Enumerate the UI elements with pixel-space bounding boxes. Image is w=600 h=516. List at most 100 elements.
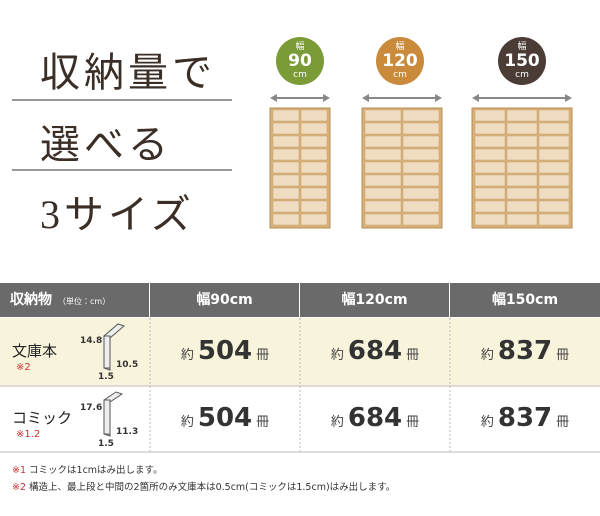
shelf-slot — [506, 148, 538, 161]
badge-unit: cm — [293, 70, 307, 80]
arrow-head — [435, 94, 442, 102]
shelf-slot — [506, 135, 538, 148]
arrow-head — [362, 94, 369, 102]
dim-thickness: 1.5 — [98, 439, 114, 449]
shelf-slot — [474, 187, 506, 200]
count-cell: 約 684 冊 — [300, 403, 450, 433]
shelf-slot — [364, 122, 402, 135]
header-cell: 幅120cm — [300, 283, 449, 317]
badge-label: 幅 — [295, 42, 305, 52]
shelf-slot — [506, 187, 538, 200]
item-name: コミック — [12, 409, 73, 427]
shelf-slot — [300, 135, 328, 148]
shelf-slot — [506, 161, 538, 174]
shelf-slot — [506, 122, 538, 135]
shelf-slot — [272, 148, 300, 161]
shelf-slot — [538, 122, 570, 135]
count-prefix: 約 — [180, 348, 194, 363]
count-cell: 約 837 冊 — [450, 403, 600, 433]
dim-depth: 11.3 — [116, 427, 139, 437]
count-suffix: 冊 — [556, 348, 570, 363]
badge-width: 150 — [504, 51, 540, 71]
count-suffix: 冊 — [256, 348, 270, 363]
header-cell: 収納物 （単位：cm） — [0, 283, 149, 317]
shelf-slot — [300, 122, 328, 135]
shelf-slot — [474, 200, 506, 213]
shelf-slot — [474, 161, 506, 174]
footnote: ※1 コミックは1cmはみ出します。 — [12, 465, 163, 476]
shelf-slot — [474, 174, 506, 187]
shelf-slot — [402, 148, 440, 161]
shelf-slot — [300, 187, 328, 200]
shelf-slot — [538, 148, 570, 161]
shelf-slot — [402, 135, 440, 148]
shelf-slot — [364, 174, 402, 187]
shelf-slot — [402, 109, 440, 122]
shelf-slot — [272, 200, 300, 213]
shelf-slot — [300, 213, 328, 226]
count-cell: 約 684 冊 — [300, 336, 450, 366]
heading: 選べる — [40, 122, 172, 167]
shelf-slot — [402, 200, 440, 213]
shelf-slot — [364, 187, 402, 200]
count-prefix: 約 — [180, 415, 194, 430]
shelf-slot — [474, 213, 506, 226]
shelf-slot — [272, 109, 300, 122]
shelf-slot — [300, 200, 328, 213]
shelf-slot — [402, 213, 440, 226]
shelves — [269, 94, 573, 229]
dim-depth: 10.5 — [116, 360, 139, 370]
count: 837 — [497, 403, 553, 433]
count-cell: 約 504 冊 — [150, 403, 300, 433]
shelf-slot — [272, 122, 300, 135]
shelf-slot — [364, 213, 402, 226]
count-suffix: 冊 — [406, 415, 420, 430]
arrow-head — [270, 94, 277, 102]
arrow-head — [472, 94, 479, 102]
count: 504 — [197, 403, 253, 433]
header-item: 収納物 — [10, 292, 52, 308]
badge-label: 幅 — [395, 42, 405, 52]
count-cell: 約 504 冊 — [150, 336, 300, 366]
size-badge: 幅 120 cm — [376, 37, 424, 85]
badge-label: 幅 — [517, 42, 527, 52]
badge-unit: cm — [393, 70, 407, 80]
count-suffix: 冊 — [406, 348, 420, 363]
shelf-slot — [402, 187, 440, 200]
shelf-slot — [300, 148, 328, 161]
heading: 収納量で — [40, 50, 216, 95]
count: 684 — [347, 403, 403, 433]
shelf-slot — [364, 109, 402, 122]
header-unit: （単位：cm） — [58, 297, 111, 306]
count: 684 — [347, 336, 403, 366]
arrow-head — [565, 94, 572, 102]
badge-width: 90 — [288, 51, 312, 71]
shelf-slot — [506, 109, 538, 122]
size-badge: 幅 150 cm — [498, 37, 546, 85]
shelf-slot — [538, 187, 570, 200]
shelf-slot — [272, 213, 300, 226]
shelf-slot — [364, 135, 402, 148]
shelf-slot — [300, 161, 328, 174]
shelf-slot — [300, 109, 328, 122]
count-suffix: 冊 — [556, 415, 570, 430]
shelf-slot — [506, 174, 538, 187]
shelf-slot — [474, 148, 506, 161]
item-note: ※2 — [16, 362, 31, 373]
size-badge: 幅 90 cm — [276, 37, 324, 85]
header-cell: 幅90cm — [150, 283, 299, 317]
shelf-slot — [474, 135, 506, 148]
shelf-slot — [402, 174, 440, 187]
shelf-slot — [364, 200, 402, 213]
dim-height: 17.6 — [80, 403, 103, 413]
count: 504 — [197, 336, 253, 366]
shelf-slot — [538, 213, 570, 226]
count-suffix: 冊 — [256, 415, 270, 430]
shelf-slot — [402, 161, 440, 174]
shelf-slot — [538, 109, 570, 122]
item-name: 文庫本 — [12, 342, 58, 360]
dim-height: 14.8 — [80, 336, 103, 346]
shelf-slot — [506, 213, 538, 226]
